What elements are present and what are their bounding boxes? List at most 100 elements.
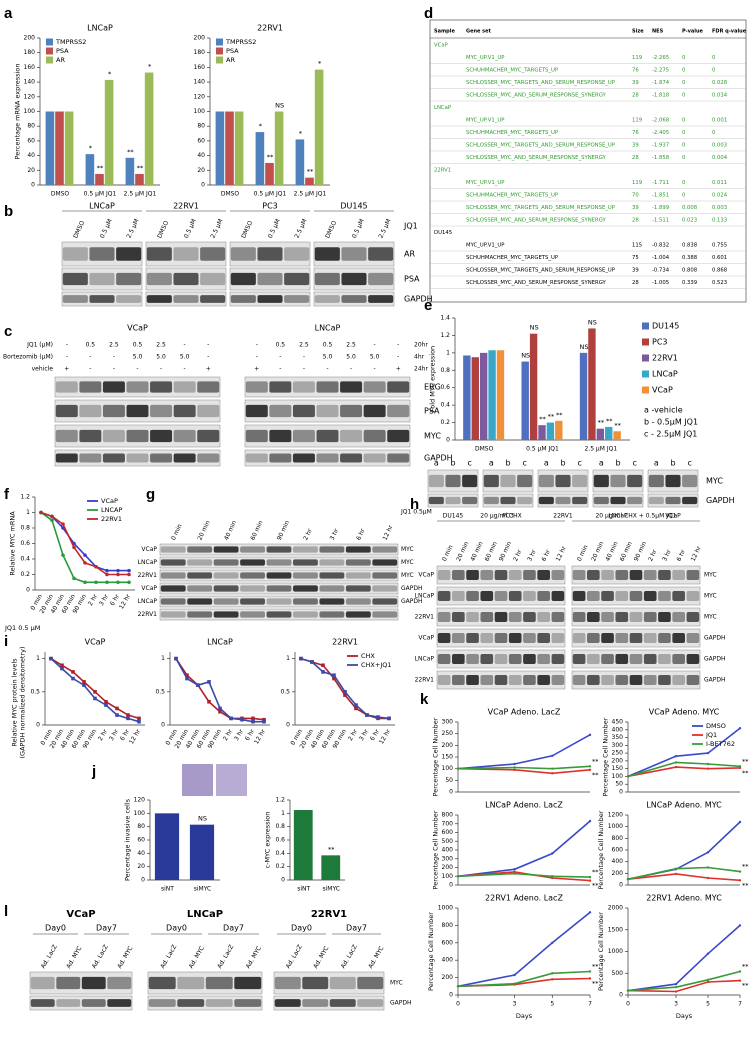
table-cell: 39 [632,80,639,86]
table-cell: 39 [632,143,639,149]
table-cell: 0.523 [712,280,727,286]
x-tick-label: siMYC [323,886,341,893]
blot-band [269,429,292,443]
annotation: b - 0.5μM JQ1 [644,418,698,427]
point [456,767,460,770]
point [674,982,678,986]
lane-label: 2.5 μM [209,218,224,239]
line [457,820,591,878]
blot-band [146,272,172,286]
blot-band [274,976,301,990]
point [218,706,222,711]
treatment-label: JQ1 0.5μM [400,509,432,516]
point [738,879,742,882]
blot-band [587,611,600,623]
blot-band [319,598,345,605]
y-tick-label: 600 [612,847,624,854]
y-tick-label: 500 [612,970,624,977]
row-label: MYC [706,477,723,486]
lane-label: 3 hr [661,548,673,562]
bar [255,132,265,185]
blot-band [494,653,508,665]
legend-label: AR [226,56,235,64]
y-tick-label: 0 [449,992,453,999]
condition-label: 2.5 [299,342,309,349]
lane-label: 3 hr [526,548,538,562]
table-cell: -1.005 [652,280,669,286]
blot-band [517,474,533,488]
lane-label: 6 hr [675,548,687,562]
blot-group-title: LNCaP [315,324,341,333]
blot-band [629,632,643,644]
row-label: MYC [401,559,414,566]
blot-band [55,404,78,418]
panel-letter: b [4,203,13,220]
blot-band [116,295,142,303]
condition-label: 2.5 [156,342,166,349]
cell-label: VCaP [418,635,434,642]
row-label: GAPDH [424,454,453,463]
y-tick-label: 350 [612,734,624,741]
blot-band [372,559,398,566]
blot-band [686,569,700,581]
lane-label: 20 min [196,519,211,541]
blot-band [302,999,329,1007]
point [588,970,592,973]
blot-band [480,611,494,623]
lane-label: a [654,459,659,468]
point [706,866,710,869]
blot-band [428,474,444,488]
blot-band [213,559,239,566]
legend-swatch [642,322,649,330]
table-cell: MYC_UP.V1_UP [466,55,505,61]
lane-label: 40 min [223,519,238,541]
bar [135,173,144,185]
blot-band [387,429,410,443]
chart-title: LNCaP Adeno. MYC [646,801,722,810]
point [376,715,380,719]
condition-label: 0.5 [86,342,96,349]
blot-group-title: VCaP [665,513,681,520]
blot-band [150,453,173,463]
table-cell: 0.023 [682,218,697,224]
line [627,821,741,880]
legend-label: CHX [361,652,375,660]
point [116,568,120,573]
blot-band [234,976,262,990]
blot-band [480,590,494,602]
point [137,719,141,724]
table-cell: -1.858 [652,155,670,161]
legend-label: 22RV1 [652,354,678,363]
point [321,670,325,674]
blot-band [30,976,55,990]
condition-label: - [256,354,258,361]
point [343,693,347,697]
point [207,699,211,704]
blot-band [551,632,565,644]
blot-band [187,559,213,566]
lane-label: 0.5 μM [351,218,366,239]
significance-label: ** [614,421,621,429]
table-cell: 0.339 [682,280,697,286]
point [127,580,131,585]
table-cell: SCHLOSSER_MYC_AND_SERUM_RESPONSE_SYNERGY [466,93,607,99]
point [115,706,119,711]
table-cell: 0 [682,80,686,86]
blot-band [89,295,115,303]
table-cell: 0.003 [712,205,727,211]
y-tick-label: 140 [194,79,206,86]
y-tick-label: 0.6 [20,540,30,547]
blot-band [345,559,371,566]
legend-label: DU145 [652,322,679,331]
lane-label: 2.5 μM [125,218,140,239]
row-label: PSA [424,407,440,416]
x-tick-label: 3 hr [108,728,120,742]
blot-band [643,632,657,644]
blot-band [601,590,614,602]
condition-name: JQ1 (μM) [26,342,53,349]
table-cell: 0.024 [712,193,728,199]
column-header: P-value [682,29,704,35]
y-tick-label: 50 [445,777,453,784]
blot-band [508,674,522,686]
table-cell: 28 [632,218,639,224]
